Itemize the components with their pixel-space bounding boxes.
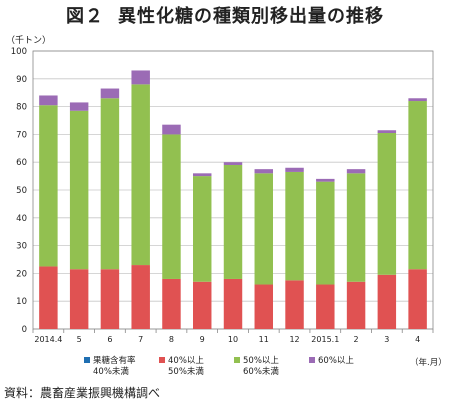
y-tick-label: 40 — [16, 214, 27, 224]
y-axis-unit-label: （千トン） — [6, 36, 52, 46]
legend-label-40-50-line1: 40%以上 — [168, 356, 204, 366]
y-tick-label: 50 — [16, 186, 27, 196]
legend: 果糖含有率 40%未満 40%以上 50%未満 50%以上 60%未満 60%以… — [84, 356, 384, 378]
x-tick-label: 2014.4 — [34, 335, 62, 344]
bar-segment-series-3 — [193, 173, 212, 177]
legend-item-60-plus: 60%以上 — [309, 356, 354, 367]
x-tick-label: 3 — [384, 335, 389, 344]
bar-segment-series-2 — [285, 171, 304, 281]
y-tick-label: 10 — [16, 297, 27, 307]
y-tick-label: 80 — [16, 103, 27, 113]
y-tick-label: 90 — [16, 75, 27, 85]
x-tick-label: 11 — [259, 335, 269, 344]
bar-segment-series-3 — [254, 169, 273, 174]
legend-item-40-50: 40%以上 50%未満 — [159, 356, 204, 378]
bar-segment-series-1 — [254, 284, 273, 329]
bar-segment-series-2 — [223, 164, 243, 279]
bar-segment-series-1 — [285, 280, 304, 329]
y-tick-label: 20 — [16, 269, 27, 279]
bar-segment-series-1 — [346, 281, 366, 329]
chart-title: 図２ 異性化糖の種類別移出量の推移 — [0, 2, 450, 28]
legend-label-below-40-line1: 果糖含有率 — [93, 356, 136, 366]
x-tick-label: 4 — [415, 335, 420, 344]
source-note: 資料：農畜産業振興機構調べ — [4, 386, 161, 400]
x-tick-label: 2015.1 — [311, 335, 339, 344]
legend-swatch-50-60 — [234, 357, 240, 363]
bar-segment-series-2 — [408, 101, 427, 270]
x-tick-label: 2 — [354, 335, 359, 344]
x-axis-unit-label: （年.月） — [410, 358, 447, 368]
bar-segment-series-1 — [100, 269, 120, 329]
legend-label-50-60-line1: 50%以上 — [243, 356, 279, 366]
stacked-bar-chart: 0 10 20 30 40 50 60 70 80 90 100 2014.4 5 6 7 8 9 10 11 12 2… — [11, 47, 434, 344]
x-tick-label: 8 — [169, 335, 174, 344]
bar-segment-series-1 — [39, 266, 58, 329]
bar-segment-series-2 — [69, 110, 89, 270]
legend-label-40-50-line2: 50%未満 — [168, 367, 204, 377]
bar-segment-series-2 — [346, 173, 366, 282]
x-tick-label: 5 — [77, 335, 82, 344]
legend-item-50-60: 50%以上 60%未満 — [234, 356, 279, 378]
x-tick-label: 10 — [228, 335, 238, 344]
bar-segment-series-2 — [254, 173, 273, 285]
bar-segment-series-2 — [377, 133, 397, 275]
bar-segment-series-2 — [193, 176, 212, 282]
y-tick-label: 0 — [22, 325, 27, 335]
bar-segment-series-2 — [162, 134, 181, 279]
bar-segment-series-1 — [131, 265, 150, 329]
legend-label-below-40-line2: 40%未満 — [93, 367, 129, 377]
bar-segment-series-1 — [162, 278, 181, 329]
legend-item-below-40: 果糖含有率 40%未満 — [84, 356, 136, 378]
bar-segment-series-3 — [285, 167, 304, 172]
bar-segment-series-1 — [408, 269, 427, 329]
y-tick-label: 100 — [11, 47, 27, 57]
legend-swatch-60-plus — [309, 357, 315, 363]
legend-label-50-60-line2: 60%未満 — [243, 367, 279, 377]
bar-segment-series-3 — [69, 102, 89, 111]
bar-segment-series-3 — [39, 95, 58, 106]
bar-segment-series-2 — [131, 84, 150, 266]
y-tick-label: 60 — [16, 158, 27, 168]
bar-segment-series-3 — [223, 162, 243, 165]
bar-segment-series-1 — [223, 278, 243, 329]
bar-segment-series-1 — [377, 274, 397, 329]
bar-segment-series-3 — [131, 70, 150, 85]
bar-segment-series-3 — [162, 124, 181, 135]
bar-segment-series-1 — [193, 281, 212, 329]
x-tick-label: 12 — [289, 335, 299, 344]
figure-number: 図２ — [66, 6, 104, 27]
chart-title-text: 異性化糖の種類別移出量の推移 — [118, 6, 384, 27]
legend-label-60-plus: 60%以上 — [318, 356, 354, 366]
bar-segment-series-3 — [408, 98, 427, 102]
x-tick-label: 9 — [200, 335, 205, 344]
legend-swatch-below-40 — [84, 357, 90, 363]
bar-segment-series-3 — [316, 178, 335, 182]
bar-segment-series-3 — [346, 169, 366, 174]
bar-segment-series-2 — [100, 98, 120, 270]
x-tick-label: 7 — [138, 335, 143, 344]
bar-segment-series-3 — [377, 130, 397, 134]
y-tick-label: 70 — [16, 130, 27, 140]
bar-segment-series-3 — [100, 88, 120, 99]
bar-segment-series-1 — [69, 269, 89, 329]
bar-segment-series-2 — [316, 181, 335, 285]
y-tick-label: 30 — [16, 242, 27, 252]
bar-segment-series-2 — [39, 105, 58, 267]
x-tick-label: 6 — [107, 335, 112, 344]
legend-swatch-40-50 — [159, 357, 165, 363]
bar-segment-series-1 — [316, 284, 335, 329]
